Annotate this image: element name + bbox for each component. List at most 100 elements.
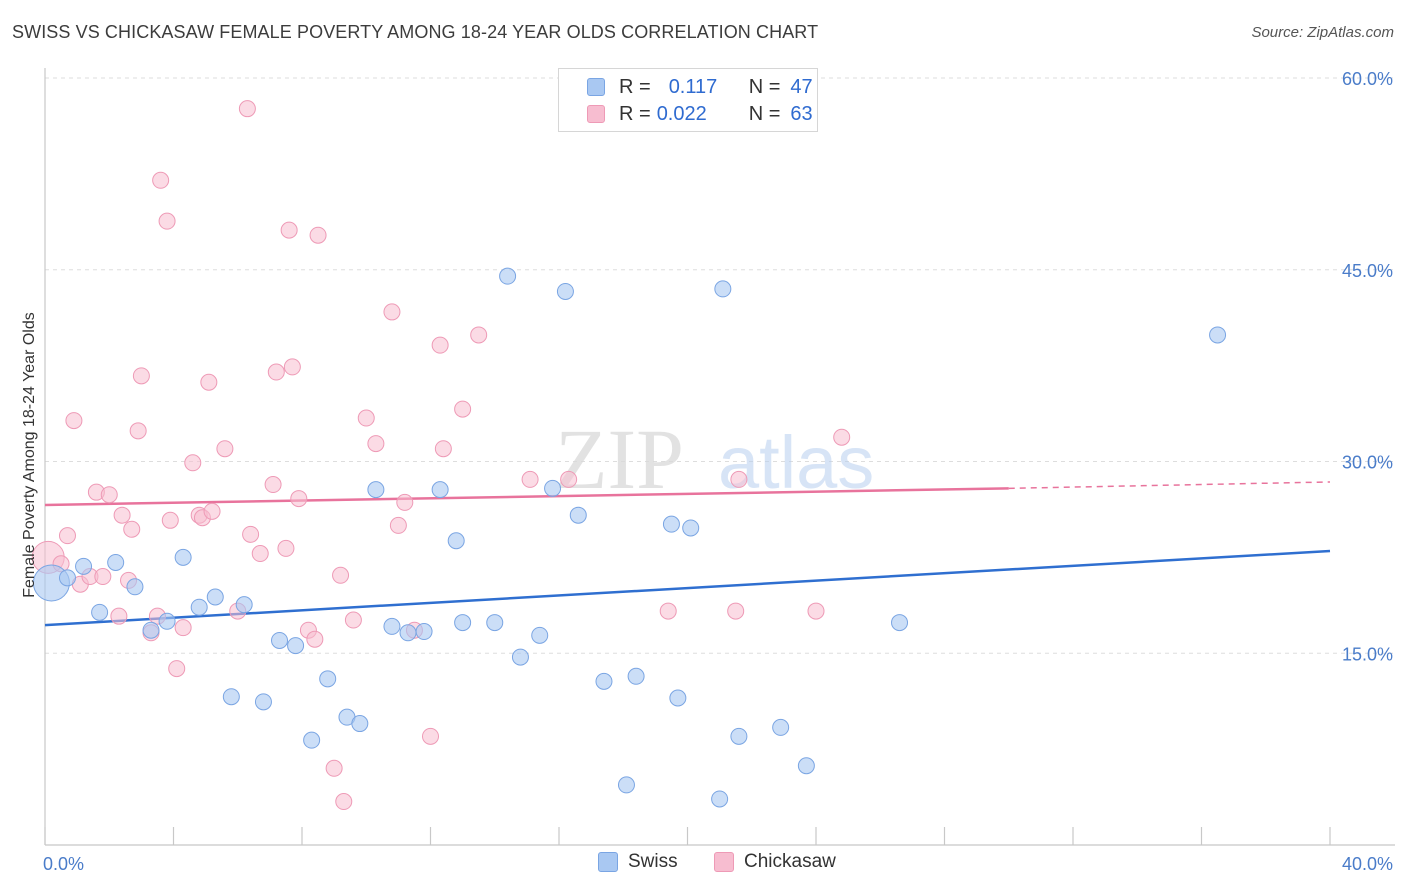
swiss-point xyxy=(662,515,680,533)
chickasaw-point xyxy=(129,422,147,440)
swiss-point xyxy=(1209,326,1227,344)
swiss-point xyxy=(271,631,289,649)
chickasaw-point xyxy=(422,727,439,745)
chickasaw-point xyxy=(238,100,256,118)
chickasaw-trend-extension xyxy=(1008,481,1331,490)
chickasaw-point xyxy=(396,493,414,511)
swiss-point xyxy=(454,614,472,632)
chickasaw-point xyxy=(242,525,260,543)
legend-r-value: 0.022 xyxy=(656,102,707,125)
chickasaw-point xyxy=(431,336,449,354)
chickasaw-point xyxy=(280,221,298,239)
chickasaw-point xyxy=(110,607,128,625)
swiss-point xyxy=(511,648,529,666)
swiss-point xyxy=(254,693,272,711)
swiss-point xyxy=(107,553,125,571)
stats-legend: R = 0.117 N = 47 R = 0.022 N = 63 xyxy=(558,68,818,132)
chickasaw-point xyxy=(216,440,234,458)
legend-n-label: N = xyxy=(748,102,781,125)
swiss-point xyxy=(319,670,337,688)
swiss-point xyxy=(222,688,240,706)
chickasaw-point xyxy=(344,611,362,629)
swiss-point xyxy=(235,596,253,614)
legend-n-value: 63 xyxy=(790,102,813,125)
chickasaw-point xyxy=(58,527,76,545)
legend-item-swiss: Swiss xyxy=(598,851,678,873)
x-tick-label: 0.0% xyxy=(43,854,84,874)
y-axis-label: Female Poverty Among 18-24 Year Olds xyxy=(21,312,38,598)
swiss-point xyxy=(303,731,321,749)
chickasaw-point xyxy=(560,470,578,488)
swiss-point xyxy=(287,637,305,655)
swiss-point xyxy=(447,532,465,550)
legend-r-label: R = xyxy=(619,102,651,125)
chickasaw-trend-line xyxy=(44,487,1009,507)
chickasaw-point xyxy=(168,660,186,678)
chickasaw-point xyxy=(454,400,472,418)
swiss-swatch xyxy=(587,78,605,96)
grid-lines xyxy=(45,77,1395,654)
chickasaw-point xyxy=(470,326,488,344)
swiss-point xyxy=(351,715,369,733)
chickasaw-point xyxy=(335,793,353,811)
swiss-point xyxy=(415,623,433,641)
swiss-point xyxy=(142,621,160,639)
swiss-point xyxy=(383,617,401,635)
swiss-points xyxy=(32,267,1227,808)
chickasaw-point xyxy=(325,759,343,777)
swiss-point xyxy=(158,612,176,630)
chickasaw-point xyxy=(113,506,131,524)
chickasaw-point xyxy=(174,619,192,637)
swiss-point xyxy=(682,519,700,537)
swiss-point xyxy=(714,280,732,298)
chickasaw-point xyxy=(659,602,677,620)
swiss-point xyxy=(431,481,449,499)
chickasaw-point xyxy=(132,367,150,385)
swiss-point xyxy=(174,548,192,566)
swiss-point xyxy=(126,578,144,596)
tick-labels: 15.0% 30.0% 45.0% 60.0% 0.0% 40.0% xyxy=(43,69,1393,874)
swiss-point xyxy=(499,267,517,285)
swiss-point xyxy=(627,667,645,685)
swiss-trend-line xyxy=(44,549,1331,627)
series-legend: Swiss Chickasaw xyxy=(0,851,1406,879)
legend-label-chickasaw: Chickasaw xyxy=(744,851,836,872)
chickasaw-point xyxy=(290,490,308,508)
legend-r-label: R = xyxy=(619,75,651,98)
watermark-zip: ZIP xyxy=(555,411,684,507)
legend-item-chickasaw: Chickasaw xyxy=(714,851,836,873)
swiss-point xyxy=(556,282,574,300)
swiss-point xyxy=(711,790,729,808)
y-tick-label: 30.0% xyxy=(1342,453,1393,473)
swiss-point xyxy=(617,776,635,794)
chickasaw-point xyxy=(65,412,83,430)
swiss-point xyxy=(669,689,687,707)
swiss-point xyxy=(206,588,224,606)
swiss-point xyxy=(730,727,748,745)
trend-lines xyxy=(44,481,1331,627)
chickasaw-point xyxy=(521,470,539,488)
legend-row-chickasaw: R = 0.022 N = 63 xyxy=(559,101,813,127)
chickasaw-swatch xyxy=(714,852,734,872)
swiss-point xyxy=(797,757,815,775)
swiss-swatch xyxy=(598,852,618,872)
swiss-point xyxy=(75,557,93,575)
axes xyxy=(44,68,1395,846)
legend-row-swiss: R = 0.117 N = 47 xyxy=(559,74,813,100)
chickasaw-point xyxy=(200,373,218,391)
swiss-point xyxy=(367,481,385,499)
swiss-point xyxy=(544,479,562,497)
chickasaw-point xyxy=(264,476,282,494)
y-tick-label: 45.0% xyxy=(1342,261,1393,281)
x-tick-label: 40.0% xyxy=(1342,854,1393,874)
legend-r-value: 0.117 xyxy=(668,75,718,98)
chickasaw-point xyxy=(727,602,745,620)
chickasaw-point xyxy=(730,470,748,488)
chickasaw-point xyxy=(158,212,176,230)
chickasaw-point xyxy=(383,303,401,321)
chickasaw-point xyxy=(283,358,301,376)
swiss-point xyxy=(891,614,909,632)
chickasaw-point xyxy=(100,486,118,504)
chickasaw-point xyxy=(357,409,375,427)
